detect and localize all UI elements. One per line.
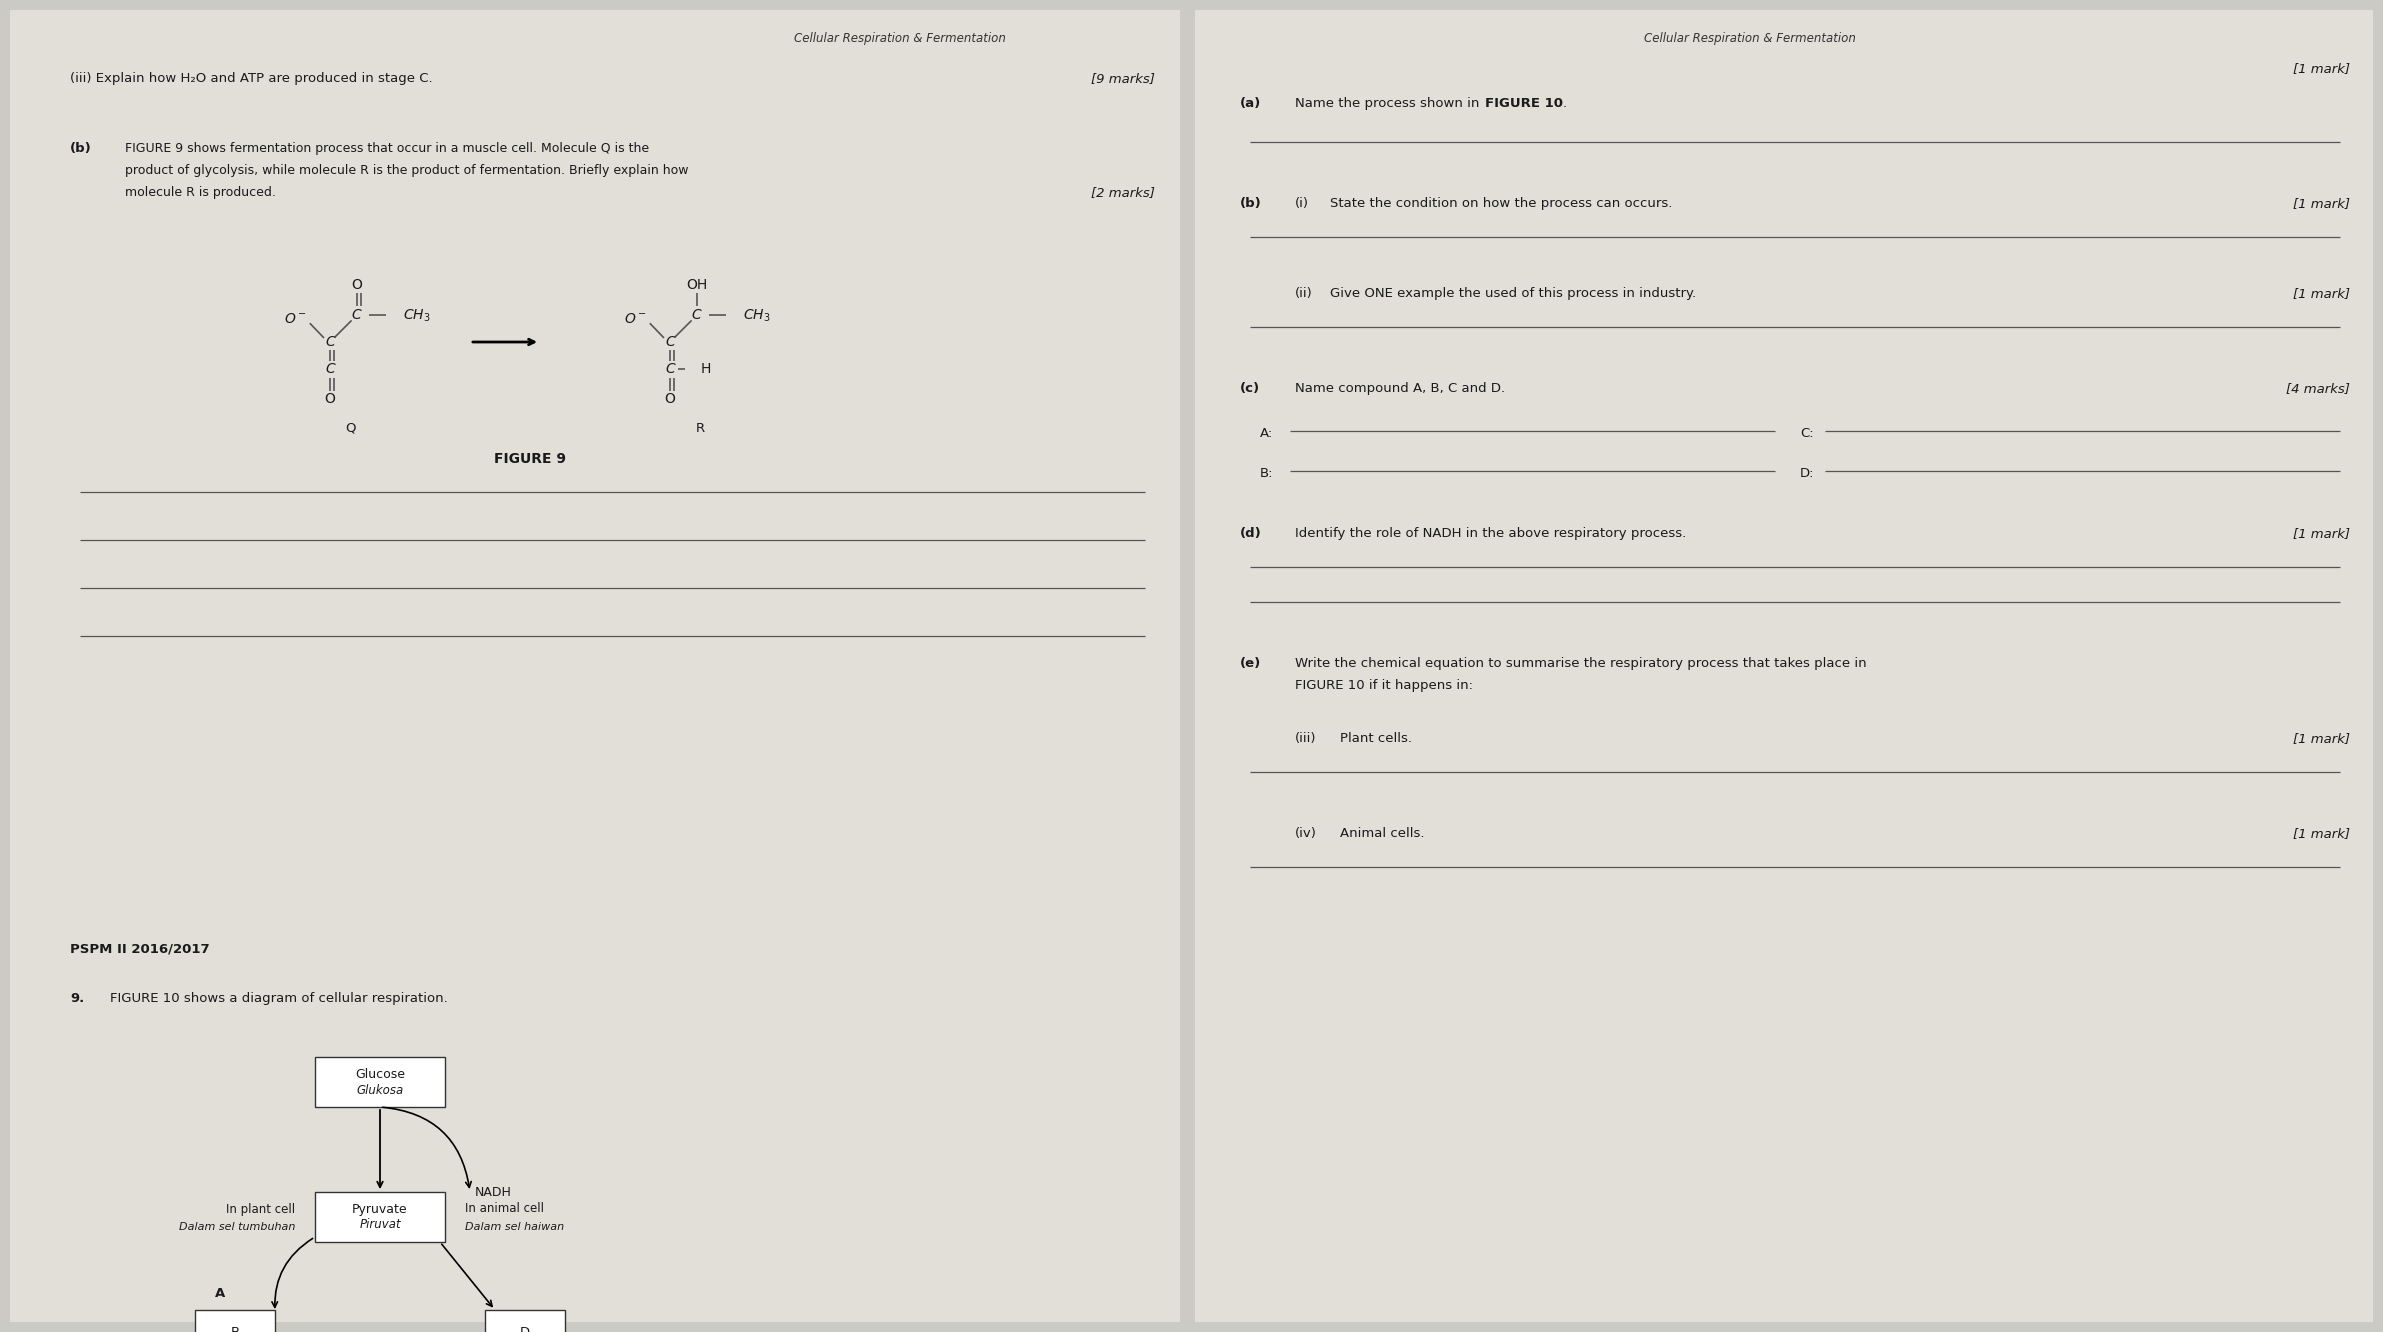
Text: H: H [701,361,710,376]
Text: (d): (d) [1239,527,1261,539]
Text: (c): (c) [1239,382,1261,396]
Text: C: C [665,361,674,376]
Text: B:: B: [1261,468,1273,480]
Text: C: C [353,309,362,322]
Text: (iii): (iii) [1294,733,1315,745]
Text: O: O [324,392,336,406]
Text: C:: C: [1799,428,1813,440]
Text: $CH_3$: $CH_3$ [743,308,770,324]
Text: Cellular Respiration & Fermentation: Cellular Respiration & Fermentation [794,32,1006,45]
Text: .: . [1563,97,1568,111]
Text: Dalam sel tumbuhan: Dalam sel tumbuhan [179,1221,295,1232]
Bar [10,11,1180,1321]
Bar [315,1058,446,1107]
Text: A:: A: [1261,428,1273,440]
Text: (b): (b) [69,143,93,155]
Text: [2 marks]: [2 marks] [1091,186,1156,198]
Text: [9 marks]: [9 marks] [1091,72,1156,85]
Text: Identify the role of NADH in the above respiratory process.: Identify the role of NADH in the above r… [1294,527,1687,539]
Text: B: B [231,1325,241,1332]
Text: FIGURE 10 if it happens in:: FIGURE 10 if it happens in: [1294,679,1473,693]
Bar [486,1309,565,1332]
Text: Glucose: Glucose [355,1067,405,1080]
Text: 9.: 9. [69,992,83,1006]
Text: FIGURE 10 shows a diagram of cellular respiration.: FIGURE 10 shows a diagram of cellular re… [110,992,448,1006]
Text: C: C [324,336,336,349]
Bar [315,1192,446,1241]
Text: Dalam sel haiwan: Dalam sel haiwan [465,1221,565,1232]
Text: Q: Q [346,422,355,434]
Text: Name the process shown in: Name the process shown in [1294,97,1485,111]
Text: Give ONE example the used of this process in industry.: Give ONE example the used of this proces… [1330,286,1697,300]
Text: (b): (b) [1239,197,1261,210]
Text: C: C [324,361,336,376]
Text: $CH_3$: $CH_3$ [403,308,431,324]
Text: Glukosa: Glukosa [357,1083,403,1096]
Text: D: D [519,1325,529,1332]
Text: Plant cells.: Plant cells. [1339,733,1413,745]
Text: (iv): (iv) [1294,827,1318,840]
Text: [4 marks]: [4 marks] [2285,382,2350,396]
Text: FIGURE 10: FIGURE 10 [1485,97,1563,111]
Text: (ii): (ii) [1294,286,1313,300]
Text: molecule R is produced.: molecule R is produced. [124,186,276,198]
Text: Write the chemical equation to summarise the respiratory process that takes plac: Write the chemical equation to summarise… [1294,657,1866,670]
Text: Pyruvate: Pyruvate [353,1203,407,1216]
Text: (a): (a) [1239,97,1261,111]
Text: $O^-$: $O^-$ [284,312,307,326]
Text: State the condition on how the process can occurs.: State the condition on how the process c… [1330,197,1673,210]
Text: [1 mark]: [1 mark] [2292,63,2350,75]
Text: Animal cells.: Animal cells. [1339,827,1425,840]
Text: O: O [665,392,674,406]
Text: In animal cell: In animal cell [465,1203,543,1216]
Text: $O^-$: $O^-$ [624,312,648,326]
Text: OH: OH [686,278,708,292]
Text: Cellular Respiration & Fermentation: Cellular Respiration & Fermentation [1644,32,1856,45]
Text: [1 mark]: [1 mark] [2292,827,2350,840]
Bar [195,1309,274,1332]
Text: (iii) Explain how H₂O and ATP are produced in stage C.: (iii) Explain how H₂O and ATP are produc… [69,72,434,85]
Text: [1 mark]: [1 mark] [2292,527,2350,539]
Text: (e): (e) [1239,657,1261,670]
Text: FIGURE 9 shows fermentation process that occur in a muscle cell. Molecule Q is t: FIGURE 9 shows fermentation process that… [124,143,648,155]
Text: R: R [696,422,705,434]
Text: NADH: NADH [474,1185,512,1199]
Text: D:: D: [1799,468,1813,480]
Text: (i): (i) [1294,197,1308,210]
Text: [1 mark]: [1 mark] [2292,733,2350,745]
Text: FIGURE 9: FIGURE 9 [493,452,567,466]
Text: [1 mark]: [1 mark] [2292,286,2350,300]
Text: In plant cell: In plant cell [226,1203,295,1216]
Bar [1194,11,2373,1321]
Text: O: O [350,278,362,292]
Text: Piruvat: Piruvat [360,1219,400,1232]
Text: A: A [214,1287,226,1300]
Text: Name compound A, B, C and D.: Name compound A, B, C and D. [1294,382,1506,396]
Text: C: C [691,309,701,322]
Text: [1 mark]: [1 mark] [2292,197,2350,210]
Text: PSPM II 2016/2017: PSPM II 2016/2017 [69,942,210,955]
Text: C: C [665,336,674,349]
Text: product of glycolysis, while molecule R is the product of fermentation. Briefly : product of glycolysis, while molecule R … [124,164,689,177]
